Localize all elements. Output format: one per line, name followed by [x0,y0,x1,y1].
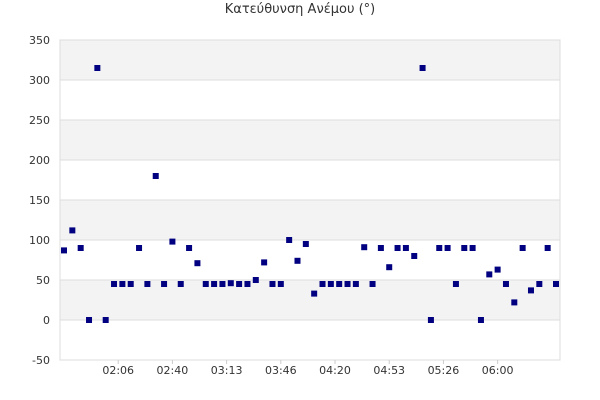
data-point [227,280,234,287]
data-point [277,281,284,287]
data-point [402,245,409,251]
data-point [236,281,243,287]
data-point [252,277,259,283]
data-point [244,281,251,287]
data-point [511,299,518,306]
x-tick-label: 04:20 [319,364,351,377]
data-point [144,281,151,287]
data-point [536,281,543,287]
grid-band [60,80,560,120]
data-point [427,317,434,323]
data-point [527,287,534,294]
data-point [377,245,384,251]
y-tick-label: 50 [36,274,50,287]
data-point [86,317,93,323]
data-point [327,281,334,287]
data-point [344,281,351,287]
y-tick-label: 100 [29,234,50,247]
data-point [211,281,218,287]
grid-band [60,40,560,80]
x-tick-label: 05:26 [428,364,460,377]
y-tick-label: 200 [29,154,50,167]
x-tick-label: 03:13 [211,364,243,377]
grid-band [60,280,560,320]
data-point [127,281,134,287]
data-point [119,281,126,287]
y-tick-label: 250 [29,114,50,127]
data-point [319,281,326,287]
data-point [286,237,293,243]
data-point [502,281,509,287]
data-point [461,245,468,251]
data-point [419,65,426,71]
data-point [486,271,493,278]
data-point [261,259,268,266]
x-tick-label: 02:40 [157,364,189,377]
grid-band [60,160,560,200]
data-point [94,65,101,71]
y-tick-label: 150 [29,194,50,207]
data-point [219,281,226,287]
data-point [177,281,184,287]
data-point [444,245,451,251]
data-point [519,245,526,251]
data-point [202,281,209,287]
data-point [77,245,84,251]
data-point [169,238,176,245]
grid-band [60,120,560,160]
data-point [102,317,109,323]
chart-title: Κατεύθυνση Ανέμου (°) [224,2,376,17]
data-point [544,245,551,251]
x-tick-label: 06:00 [482,364,514,377]
data-point [452,281,459,287]
data-point [186,245,193,251]
data-point [553,281,559,287]
data-point [436,245,443,251]
plot-border [59,39,561,361]
data-point [69,227,76,234]
y-tick-label: -50 [32,354,50,367]
data-point [386,264,393,271]
data-point [361,244,368,251]
data-point [394,245,401,251]
data-point [136,245,143,251]
data-point [411,253,418,259]
data-point [302,241,309,247]
y-tick-label: 350 [29,34,50,47]
grid-band [60,320,560,360]
data-point [469,245,476,251]
x-tick-label: 04:53 [373,364,405,377]
data-point [494,266,501,273]
data-point [352,281,359,287]
data-point [336,281,343,287]
data-point [294,257,301,264]
data-point [111,281,118,287]
data-point [269,281,276,287]
data-point [61,247,67,254]
x-tick-label: 03:46 [265,364,297,377]
data-point [369,281,376,287]
y-tick-label: 0 [43,314,50,327]
data-point [311,290,318,297]
grid-band [60,200,560,240]
x-tick-label: 02:06 [102,364,134,377]
data-point [152,173,159,179]
grid-band [60,240,560,280]
data-point [477,317,484,323]
data-point [194,260,201,267]
data-point [161,281,168,287]
y-tick-label: 300 [29,74,50,87]
